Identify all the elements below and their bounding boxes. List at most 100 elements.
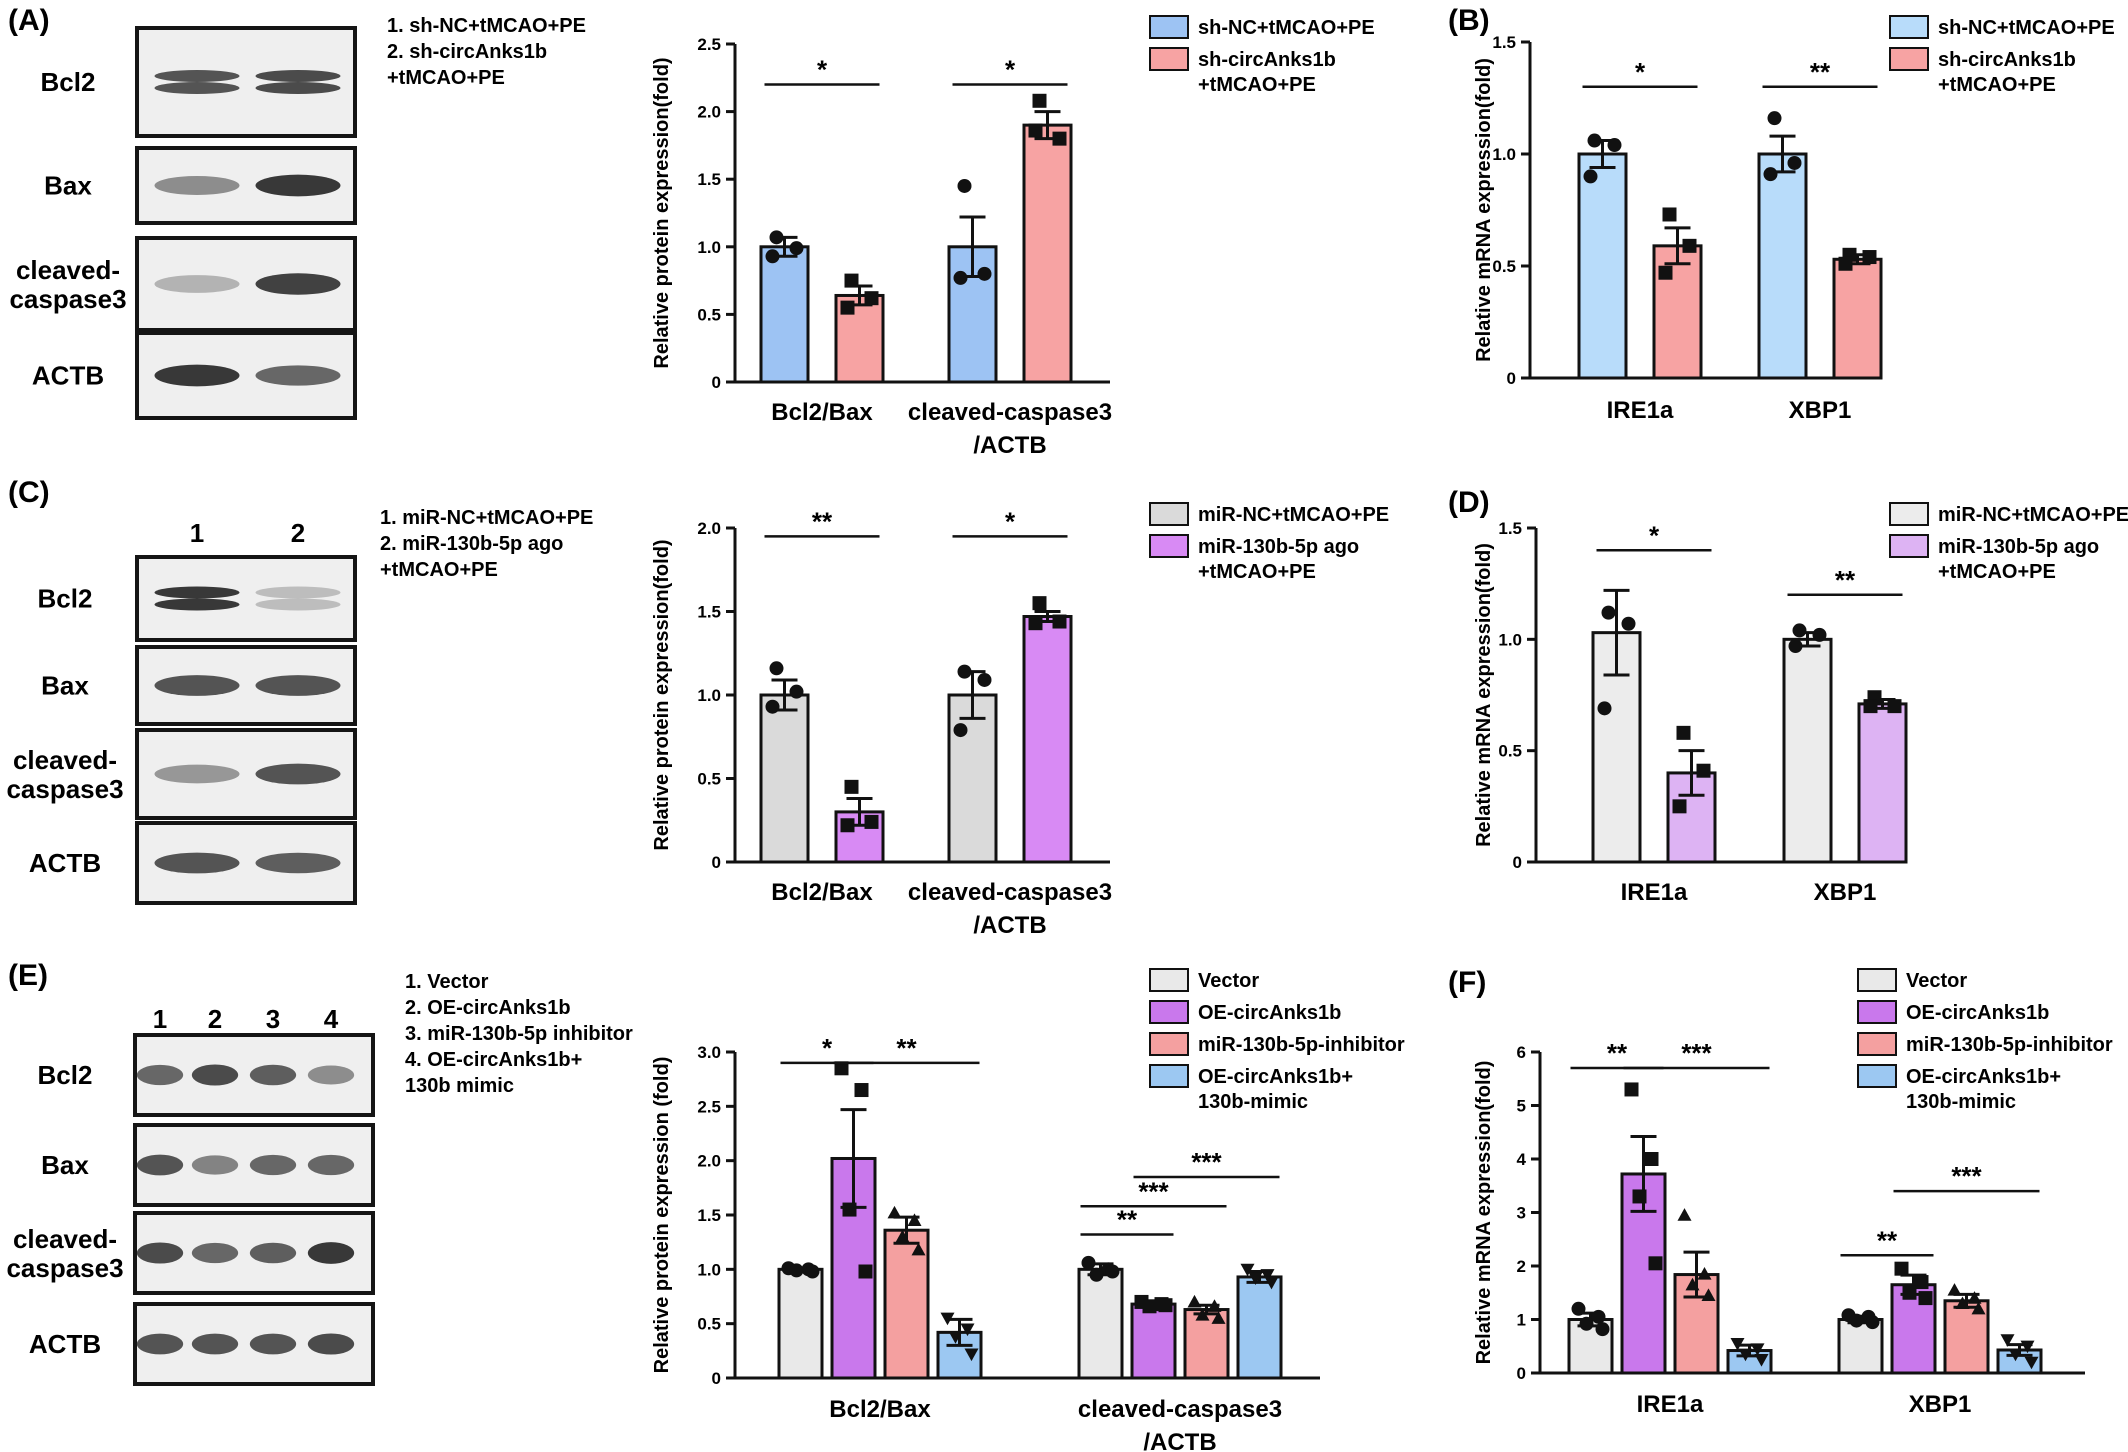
y-tick-label: 2.0 — [697, 519, 721, 538]
data-point — [1644, 1152, 1659, 1166]
legend: sh-NC+tMCAO+PE sh-circAnks1b +tMCAO+PE — [1149, 15, 1375, 96]
legend-label: sh-circAnks1b +tMCAO+PE — [1198, 49, 1336, 96]
condition-legend-item: 2. miR-130b-5p ago — [380, 533, 563, 555]
condition-legend-item: 3. miR-130b-5p inhibitor — [405, 1023, 633, 1045]
x-category-label: Bcl2/Bax — [771, 399, 873, 426]
blot-band — [255, 273, 341, 295]
legend-swatch — [1149, 968, 1189, 992]
x-category-line: /ACTB — [973, 912, 1046, 939]
blot-row-label-line: ACTB — [29, 1329, 101, 1359]
legend-label-line: OE-circAnks1b+ — [1906, 1066, 2061, 1088]
data-point — [1028, 616, 1043, 631]
y-tick-label: 0 — [712, 1369, 721, 1388]
blot-band — [154, 176, 240, 195]
bar — [1236, 1275, 1283, 1380]
data-point — [1052, 614, 1067, 629]
legend-label: miR-NC+tMCAO+PE — [1198, 504, 1389, 526]
data-point — [1971, 1301, 1986, 1315]
x-category-line: IRE1a — [1637, 1391, 1704, 1418]
blot-band — [154, 82, 240, 94]
significance-label: * — [1005, 55, 1016, 85]
bar — [777, 1267, 824, 1380]
y-tick-label: 1.5 — [1492, 33, 1516, 52]
western-blot-panel: (C) 1 2 Bcl2 Bax cleaved-caspase3 ACTB 1. miR-N… — [6, 476, 593, 905]
legend-swatch — [1149, 1032, 1189, 1056]
y-tick-label: 0.5 — [1492, 257, 1516, 276]
data-point — [1838, 256, 1853, 271]
blot-row-label-line: cleaved- — [13, 745, 117, 775]
blot-row-label: Bcl2 — [38, 584, 93, 614]
data-point — [1738, 1348, 1753, 1362]
legend: Vector OE-circAnks1b miR-130b-5p-inhibitor… — [1149, 968, 1405, 1113]
significance-label: * — [1005, 506, 1016, 536]
data-point — [1607, 138, 1622, 153]
blot-row-label-line: ACTB — [29, 848, 101, 878]
data-point — [1658, 265, 1673, 280]
data-point — [1792, 623, 1807, 638]
legend-label-line: Vector — [1198, 970, 1259, 992]
data-point — [1032, 93, 1047, 108]
y-tick-label: 0.5 — [697, 770, 721, 789]
legend-label-line: miR-130b-5p-inhibitor — [1198, 1034, 1405, 1056]
legend-label: miR-130b-5p ago +tMCAO+PE — [1938, 536, 2099, 583]
bar — [1757, 152, 1808, 380]
blot-row-label-line: cleaved- — [13, 1224, 117, 1254]
blot-row-label: Bcl2 — [41, 67, 96, 97]
blot-row-label: cleaved-caspase3 — [6, 745, 123, 804]
data-point — [1240, 1263, 1255, 1277]
legend-label-line: sh-NC+tMCAO+PE — [1938, 17, 2115, 39]
legend-label-line: +tMCAO+PE — [1938, 561, 2056, 583]
data-point — [769, 661, 784, 676]
condition-legend-item: 1. sh-NC+tMCAO+PE — [387, 15, 586, 37]
legend-swatch — [1857, 968, 1897, 992]
blot-row-label-line: Bax — [41, 671, 89, 701]
data-point — [2000, 1334, 2015, 1347]
data-point — [1142, 1299, 1157, 1314]
y-tick-label: 1.5 — [697, 603, 721, 622]
data-point — [844, 273, 859, 288]
bar-chart: 0 0.5 1.0 1.5 2.0 Relative protein expression… — [651, 502, 1389, 939]
significance-label: *** — [1191, 1147, 1222, 1177]
data-point — [1621, 616, 1636, 631]
data-point — [1089, 1267, 1104, 1282]
data-point — [765, 249, 780, 264]
blot-band — [255, 82, 341, 94]
blot-band — [307, 1065, 355, 1085]
data-point — [964, 1348, 979, 1362]
legend-swatch — [1149, 502, 1189, 526]
data-point — [953, 270, 968, 285]
y-tick-label: 2.0 — [697, 1152, 721, 1171]
y-axis-title: Relative protein expression (fold) — [651, 1057, 673, 1374]
data-point — [864, 291, 879, 306]
legend-swatch — [1889, 502, 1929, 526]
blot-band — [154, 675, 240, 696]
legend-swatch — [1149, 1064, 1189, 1088]
blot-row-label-line: Bcl2 — [38, 1060, 93, 1090]
x-category-label: cleaved-caspase3/ACTB — [1078, 1396, 1282, 1452]
data-point — [789, 684, 804, 699]
legend-label: sh-NC+tMCAO+PE — [1938, 17, 2115, 39]
blot-band — [249, 1333, 297, 1355]
legend-label: miR-130b-5p-inhibitor — [1198, 1034, 1405, 1056]
x-category-label: Bcl2/Bax — [829, 1396, 931, 1423]
x-category-line: cleaved-caspase3 — [908, 879, 1112, 906]
blot-band — [255, 365, 341, 386]
y-tick-label: 0 — [1517, 1364, 1526, 1383]
data-point — [1260, 1269, 1275, 1282]
data-point — [1862, 250, 1877, 265]
x-category-line: /ACTB — [973, 432, 1046, 459]
data-point — [1587, 133, 1602, 148]
data-point — [1187, 1294, 1202, 1308]
y-tick-label: 2.5 — [697, 35, 721, 54]
data-point — [1677, 1208, 1692, 1221]
blot-band — [154, 598, 240, 611]
legend: sh-NC+tMCAO+PE sh-circAnks1b +tMCAO+PE — [1889, 15, 2115, 96]
data-point — [1685, 1277, 1700, 1291]
legend-label-line: sh-circAnks1b — [1938, 49, 2076, 71]
lane-number: 1 — [190, 518, 204, 548]
blot-band — [255, 763, 341, 785]
data-point — [895, 1229, 910, 1243]
significance-label: *** — [1138, 1176, 1169, 1206]
significance-label: * — [822, 1033, 833, 1063]
y-tick-label: 6 — [1517, 1043, 1526, 1062]
